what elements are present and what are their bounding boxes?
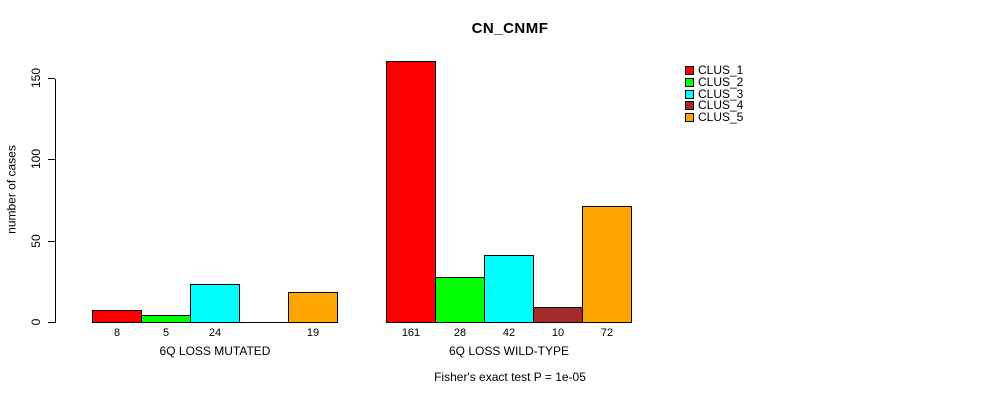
y-tick xyxy=(48,159,55,160)
legend-item: CLUS_2 xyxy=(685,75,744,90)
y-tick xyxy=(48,322,55,323)
bar-value-label: 42 xyxy=(502,327,516,339)
subtitle-pvalue: Fisher's exact test P = 1e-05 xyxy=(434,370,586,384)
y-tick-label: 100 xyxy=(29,148,43,170)
chart-title: CN_CNMF xyxy=(471,20,549,37)
bar-clus_2 xyxy=(141,315,191,323)
bar-clus_3 xyxy=(190,284,240,323)
y-tick-label: 150 xyxy=(29,67,43,89)
legend-swatch xyxy=(685,66,694,76)
bar-value-label: 10 xyxy=(551,327,565,339)
bar-value-label: 161 xyxy=(401,327,421,339)
legend-label: CLUS_4 xyxy=(698,98,744,113)
bar-clus_1 xyxy=(92,310,142,323)
bar-clus_4 xyxy=(533,307,583,323)
legend-item: CLUS_5 xyxy=(685,110,744,125)
bar-value-label: 28 xyxy=(453,327,467,339)
bar-value-label: 19 xyxy=(306,327,320,339)
bar-value-label: 5 xyxy=(162,327,170,339)
y-tick xyxy=(48,78,55,79)
y-tick-label: 0 xyxy=(29,318,43,326)
legend-label: CLUS_3 xyxy=(698,86,744,101)
legend-swatch xyxy=(685,89,694,99)
legend: CLUS_1 CLUS_2 CLUS_3 CLUS_4 CLUS_5 xyxy=(685,63,744,125)
y-axis-line xyxy=(55,79,56,323)
legend-item: CLUS_1 xyxy=(685,63,744,78)
legend-item: CLUS_4 xyxy=(685,98,744,113)
bar-clus_3 xyxy=(484,255,534,323)
legend-swatch xyxy=(685,113,694,123)
bar-value-label: 8 xyxy=(113,327,121,339)
bar-clus_2 xyxy=(435,277,485,323)
legend-swatch xyxy=(685,101,694,111)
bar-clus_5 xyxy=(582,206,632,323)
legend-item: CLUS_3 xyxy=(685,88,743,100)
y-tick xyxy=(48,241,55,242)
group-label: 6Q LOSS WILD-TYPE xyxy=(448,344,570,358)
bar-clus_5 xyxy=(288,292,338,323)
bar-clus_1 xyxy=(386,61,436,323)
y-tick-label: 50 xyxy=(29,234,43,248)
y-axis-label: number of cases xyxy=(4,145,19,234)
group-label: 6Q LOSS MUTATED xyxy=(159,344,271,358)
legend-swatch xyxy=(685,78,694,88)
bar-clus_4-zero xyxy=(239,322,289,323)
bar-value-label: 72 xyxy=(600,327,614,339)
legend-label: CLUS_2 xyxy=(698,75,744,90)
legend-label: CLUS_5 xyxy=(698,110,744,125)
bar-value-label: 24 xyxy=(208,327,222,339)
legend-label: CLUS_1 xyxy=(698,63,744,78)
